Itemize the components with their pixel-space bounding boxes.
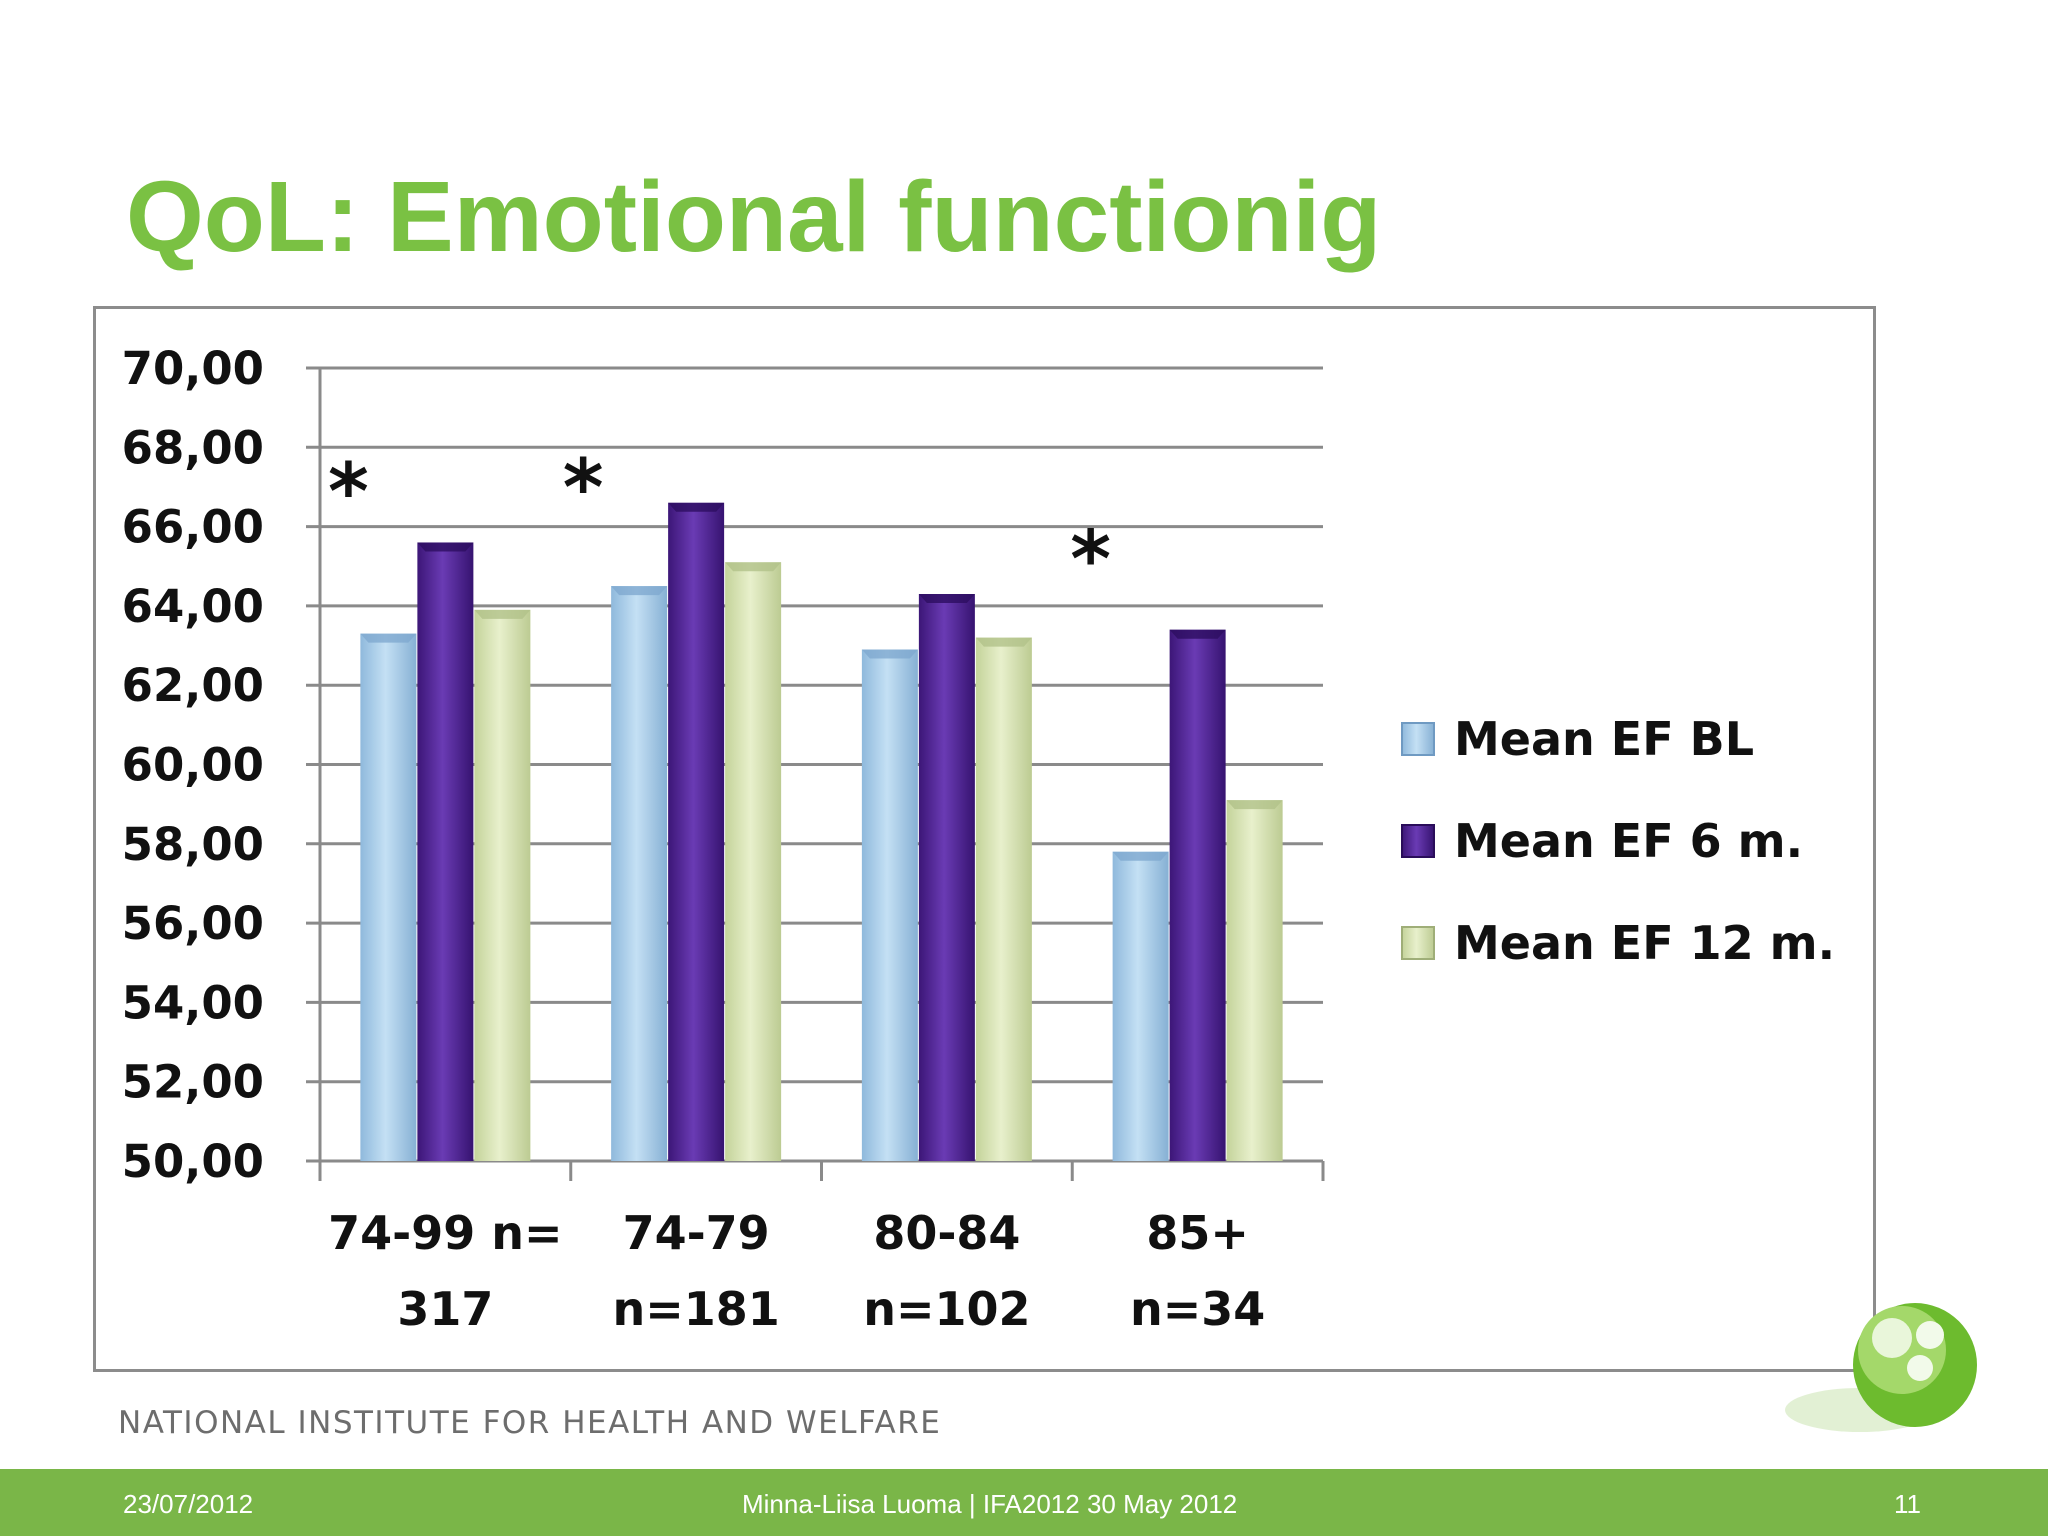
legend-label: Mean EF 12 m. (1454, 916, 1835, 970)
legend-label: Mean EF 6 m. (1454, 814, 1803, 868)
y-tick-label: 62,00 (122, 659, 264, 712)
bar-mean-ef-12m (725, 562, 782, 1161)
bar-mean-ef-12m (975, 637, 1032, 1161)
footer-presenter-event: Minna-Liisa Luoma | IFA2012 30 May 2012 (742, 1489, 1238, 1519)
significance-asterisk: * (563, 444, 604, 534)
chart-frame: 70,00 68,00 66,00 64,00 62,00 60,00 58,00 56,00… (93, 306, 1876, 1372)
y-tick-label: 54,00 (122, 976, 264, 1029)
bar-cap (474, 609, 531, 619)
bar-mean-ef-6m (918, 594, 975, 1161)
bar-mean-ef-6m (668, 502, 725, 1161)
bar-cap (918, 594, 975, 604)
y-tick-label: 52,00 (122, 1056, 264, 1109)
bar-cap (725, 562, 782, 572)
legend-swatch (1401, 722, 1435, 756)
bar-cap (861, 649, 918, 659)
bar-mean-ef-12m (474, 609, 531, 1161)
x-category-label: 74-79 (623, 1206, 770, 1260)
legend-swatch (1401, 824, 1435, 858)
y-tick-label: 56,00 (122, 897, 264, 950)
bar-cap (975, 637, 1032, 647)
bar-mean-ef-bl (861, 649, 918, 1161)
y-tick-label: 68,00 (122, 421, 264, 474)
x-category-label: n=181 (612, 1282, 779, 1336)
y-tick-label: 50,00 (122, 1135, 264, 1188)
y-tick-label: 58,00 (122, 818, 264, 871)
bar-mean-ef-6m (417, 542, 474, 1161)
y-tick-label: 60,00 (122, 739, 264, 792)
footer-date: 23/07/2012 (123, 1489, 254, 1519)
legend-swatch (1401, 926, 1435, 960)
x-category-label: 317 (397, 1282, 493, 1336)
x-category-label: 80-84 (873, 1206, 1020, 1260)
bar-cap (1169, 629, 1226, 639)
x-category-label: n=34 (1130, 1282, 1265, 1336)
bar-mean-ef-bl (360, 633, 417, 1161)
y-tick-label: 70,00 (122, 342, 264, 395)
institute-name: NATIONAL INSTITUTE FOR HEALTH AND WELFAR… (118, 1405, 942, 1441)
footer-bar: 23/07/2012 Minna-Liisa Luoma | IFA2012 3… (0, 1469, 2048, 1536)
bar-mean-ef-12m (1226, 800, 1283, 1161)
page-number: 11 (1894, 1489, 1921, 1519)
bar-chart: 70,00 68,00 66,00 64,00 62,00 60,00 58,00 56,00… (122, 342, 1835, 1336)
bar-mean-ef-bl (1112, 851, 1169, 1161)
institute-logo-icon (1785, 1303, 1977, 1432)
legend-label: Mean EF BL (1454, 712, 1754, 766)
bar-cap (611, 586, 668, 596)
bar-cap (360, 633, 417, 643)
bar-mean-ef-6m (1169, 629, 1226, 1161)
x-category-label: n=102 (863, 1282, 1030, 1336)
significance-asterisk: * (1070, 515, 1111, 605)
bar-cap (668, 502, 725, 512)
bar-mean-ef-bl (611, 586, 668, 1161)
slide-title: QoL: Emotional functionig (126, 161, 1382, 273)
bar-cap (1112, 851, 1169, 861)
y-tick-label: 64,00 (122, 580, 264, 633)
significance-asterisk: * (328, 448, 369, 538)
bar-cap (417, 542, 474, 552)
bar-cap (1226, 800, 1283, 810)
x-category-label: 74-99 n= (328, 1206, 562, 1260)
y-tick-label: 66,00 (122, 501, 264, 554)
x-category-label: 85+ (1146, 1206, 1249, 1260)
